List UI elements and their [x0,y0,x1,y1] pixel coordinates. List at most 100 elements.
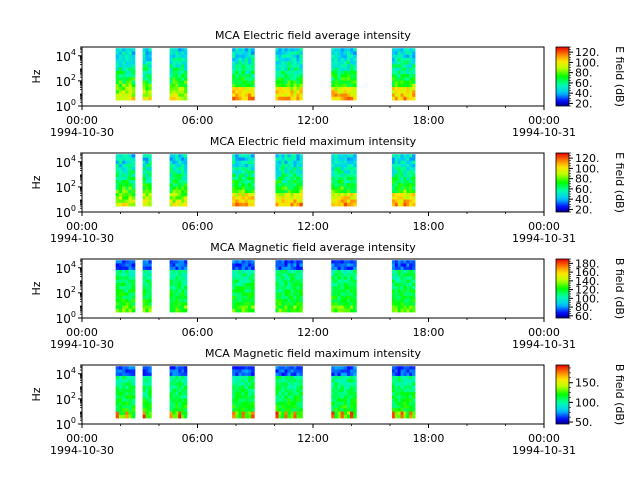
spectrogram-cell [299,186,303,191]
spectrogram-cell [275,369,279,374]
spectrogram-cell [400,173,404,178]
spectrogram-cell [394,193,399,197]
spectrogram-cell [118,411,123,416]
spectrogram-cell [287,289,291,293]
spectrogram-cell [184,186,188,191]
spectrogram-cell [275,411,279,416]
spectrogram-cell [281,279,285,284]
spectrogram-cell [287,157,291,162]
spectrogram-cell [290,286,294,290]
spectrogram-cell [241,269,246,274]
spectrogram-cell [251,279,255,284]
spectrogram-cell [131,54,136,59]
spectrogram-cell [169,282,173,287]
spectrogram-cell [184,189,188,194]
spectrogram-cell [118,186,123,191]
spectrogram-cell [125,289,129,293]
spectrogram-cell [275,405,279,409]
spectrogram-cell [403,414,407,419]
spectrogram-cell [181,289,185,293]
spectrogram-cell [403,70,407,75]
spectrogram-cell [235,379,239,383]
spectrogram-cell [244,302,249,306]
spectrogram-cell [403,263,407,268]
spectrogram-cell [400,279,404,284]
spectrogram-cell [169,289,173,293]
spectrogram-cell [412,154,416,158]
spectrogram-cell [334,273,338,277]
spectrogram-cell [284,286,288,290]
spectrogram-cell [337,388,342,393]
spectrogram-cell [148,67,152,72]
spectrogram-cell [142,305,146,310]
spectrogram-cell [184,372,188,377]
spectrogram-cell [337,372,342,377]
spectrogram-cell [115,90,120,94]
spectrogram-cell [353,279,357,284]
spectrogram-cell [391,266,396,271]
spectrogram-cell [409,289,413,293]
spectrogram-cell [403,173,407,178]
spectrogram-cell [122,160,126,165]
spectrogram-cell [128,64,133,69]
spectrogram-cell [343,405,348,409]
spectrogram-cell [334,382,338,387]
spectrogram-cell [238,395,243,399]
spectrogram-cell [175,167,179,171]
spectrogram-cell [334,401,338,406]
spectrogram-cell [125,369,129,374]
spectrogram-cell [287,305,291,310]
spectrogram-cell [115,392,120,396]
spectrogram-cell [235,154,239,158]
spectrogram-cell [281,176,285,181]
spectrogram-cell [241,299,246,303]
spectrogram-cell [340,414,345,419]
spectrogram-cell [235,382,239,387]
spectrogram-cell [244,366,249,370]
spectrogram-cell [403,48,407,52]
spectrogram-cell [181,173,185,178]
spectrogram-cell [409,375,413,380]
spectrogram-cell [391,90,396,94]
spectrogram-cell [145,154,149,158]
spectrogram-cell [115,160,120,165]
spectrogram-cell [409,411,413,416]
spectrogram-cell [284,90,288,94]
spectrogram-cell [275,279,279,284]
spectrogram-cell [296,196,300,200]
spectrogram-cell [299,167,303,171]
spectrogram-cell [343,273,348,277]
spectrogram-cell [397,395,401,399]
spectrogram-cell [115,276,120,281]
spectrogram-cell [340,80,345,85]
spectrogram-cell [145,405,149,409]
spectrogram-cell [290,183,294,187]
spectrogram-cell [278,170,282,175]
spectrogram-cell [290,282,294,287]
spectrogram-cell [275,176,279,181]
spectrogram-cell [287,375,291,380]
spectrogram-cell [169,375,173,380]
spectrogram-block [142,260,152,313]
spectrogram-cell [334,180,338,184]
spectrogram-cell [232,302,236,306]
spectrogram-cell [394,77,399,81]
spectrogram-cell [299,48,303,52]
spectrogram-cell [128,96,133,101]
spectrogram-cell [397,295,401,300]
spectrogram-cell [122,308,126,313]
spectrogram-cell [178,292,182,297]
spectrogram-cell [128,273,133,277]
spectrogram-cell [299,67,303,72]
spectrogram-cell [184,382,188,387]
spectrogram-cell [115,279,120,284]
spectrogram-cell [122,305,126,310]
spectrogram-cell [340,70,345,75]
spectrogram-cell [334,375,338,380]
spectrogram-cell [412,401,416,406]
spectrogram-cell [122,61,126,65]
spectrogram-cell [397,173,401,178]
spectrogram-cell [232,167,236,171]
spectrogram-cell [142,167,146,171]
spectrogram-cell [131,51,136,56]
